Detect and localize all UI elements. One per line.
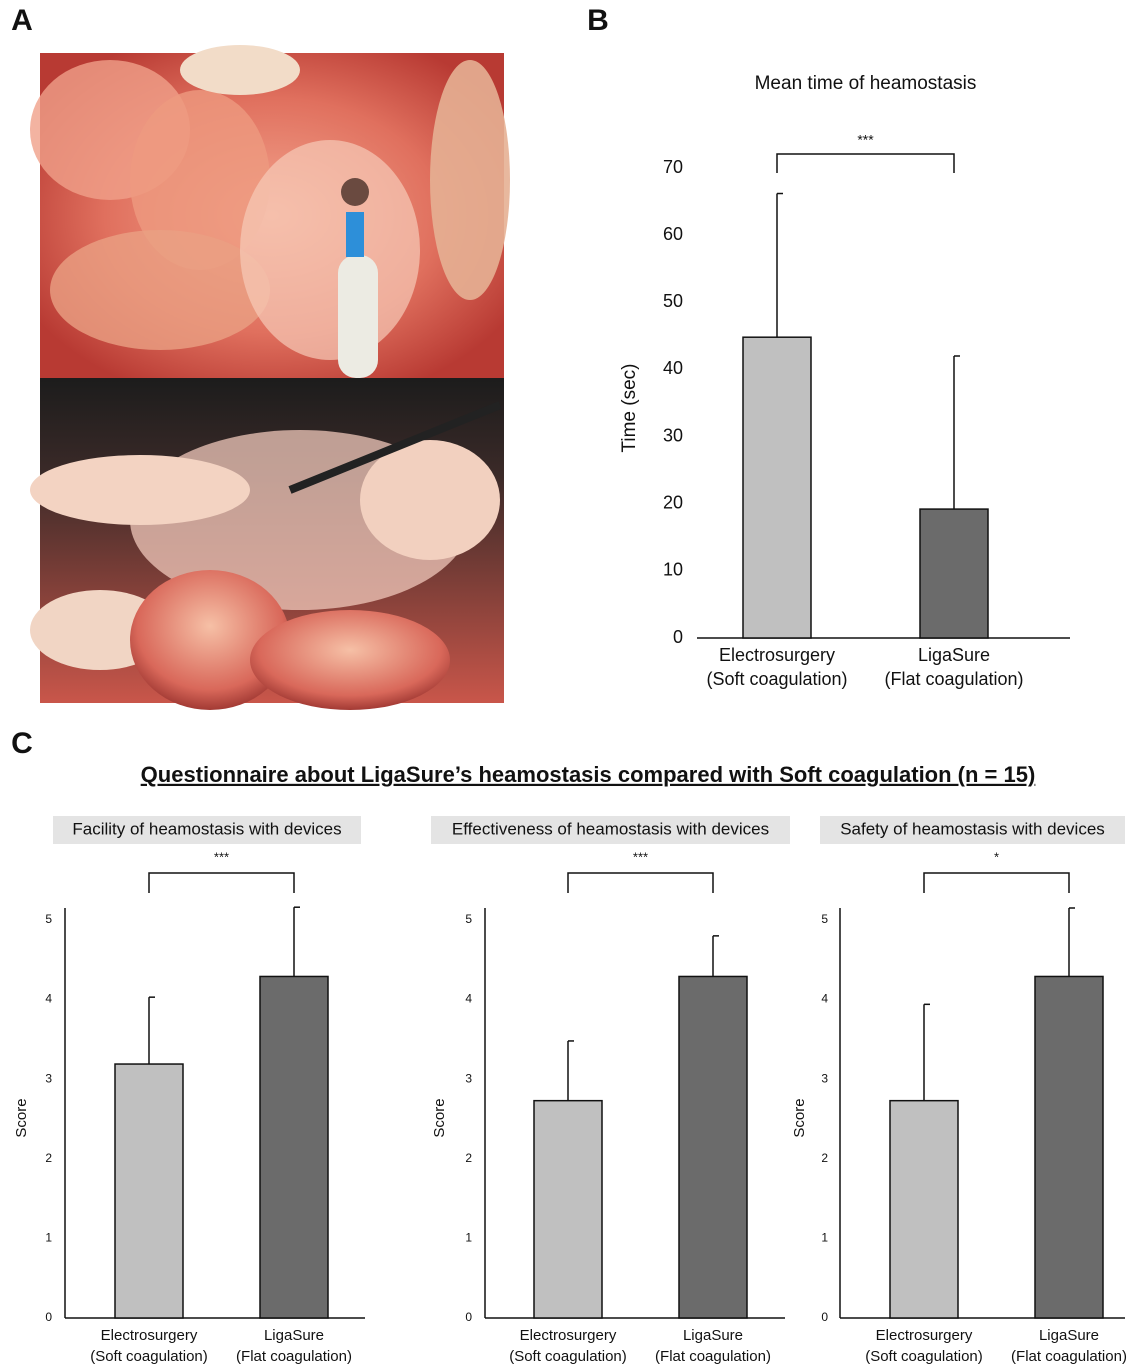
x-tick-label: Electrosurgery xyxy=(101,1327,198,1344)
y-axis-label: Score xyxy=(13,1098,30,1137)
y-tick-label: 0 xyxy=(465,1310,472,1324)
x-tick-label: LigaSure xyxy=(918,645,990,665)
x-tick-label: LigaSure xyxy=(1039,1327,1099,1344)
y-axis-label: Time (sec) xyxy=(619,363,640,452)
x-tick-label: Electrosurgery xyxy=(876,1327,973,1344)
y-axis-label: Score xyxy=(791,1098,808,1137)
significance-label: * xyxy=(994,849,999,864)
x-tick-label: LigaSure xyxy=(683,1327,743,1344)
y-tick-label: 4 xyxy=(465,992,472,1006)
y-tick-label: 4 xyxy=(821,992,828,1006)
bar xyxy=(534,1101,602,1318)
y-tick-label: 3 xyxy=(821,1071,828,1085)
bar xyxy=(679,976,747,1318)
y-tick-label: 3 xyxy=(465,1071,472,1085)
x-tick-label: (Soft coagulation) xyxy=(865,1348,983,1365)
significance-bracket xyxy=(149,873,294,893)
significance-bracket xyxy=(924,873,1069,893)
y-tick-label: 1 xyxy=(465,1231,472,1245)
x-tick-label: (Flat coagulation) xyxy=(1011,1348,1127,1365)
x-tick-label: Electrosurgery xyxy=(520,1327,617,1344)
y-tick-label: 20 xyxy=(663,492,683,512)
figure: A B C Questionnaire about LigaSure’s hea… xyxy=(0,0,1137,1366)
bar xyxy=(1035,976,1103,1318)
y-tick-label: 5 xyxy=(465,912,472,926)
x-tick-label: (Flat coagulation) xyxy=(884,669,1023,689)
bar xyxy=(743,337,811,638)
bar xyxy=(920,509,988,638)
x-tick-label: (Soft coagulation) xyxy=(509,1348,627,1365)
y-tick-label: 1 xyxy=(45,1231,52,1245)
chart-title: Facility of heamostasis with devices xyxy=(72,819,341,838)
bar xyxy=(115,1064,183,1318)
x-tick-label: (Soft coagulation) xyxy=(90,1348,208,1365)
y-tick-label: 2 xyxy=(821,1151,828,1165)
significance-label: *** xyxy=(857,132,874,148)
significance-label: *** xyxy=(633,849,648,864)
y-tick-label: 1 xyxy=(821,1231,828,1245)
bar xyxy=(890,1101,958,1318)
significance-label: *** xyxy=(214,849,229,864)
y-tick-label: 10 xyxy=(663,560,683,580)
y-tick-label: 2 xyxy=(45,1151,52,1165)
y-tick-label: 0 xyxy=(673,627,683,647)
y-tick-label: 30 xyxy=(663,425,683,445)
panel-label: B xyxy=(587,4,609,37)
y-tick-label: 3 xyxy=(45,1071,52,1085)
significance-bracket xyxy=(568,873,713,893)
y-tick-label: 50 xyxy=(663,291,683,311)
y-axis-label: Score xyxy=(431,1098,448,1137)
y-tick-label: 5 xyxy=(821,912,828,926)
y-tick-label: 60 xyxy=(663,224,683,244)
y-tick-label: 0 xyxy=(821,1310,828,1324)
chart-title: Mean time of heamostasis xyxy=(755,73,977,94)
x-tick-label: (Soft coagulation) xyxy=(706,669,847,689)
chart-title: Effectiveness of heamostasis with device… xyxy=(452,819,769,838)
surgical-photo-top xyxy=(30,45,510,378)
bar xyxy=(260,976,328,1318)
y-tick-label: 5 xyxy=(45,912,52,926)
y-tick-label: 70 xyxy=(663,157,683,177)
x-tick-label: Electrosurgery xyxy=(719,645,835,665)
significance-bracket xyxy=(777,154,954,173)
chart-title: Safety of heamostasis with devices xyxy=(840,819,1105,838)
x-tick-label: (Flat coagulation) xyxy=(655,1348,771,1365)
panel-label: A xyxy=(11,4,33,37)
y-tick-label: 0 xyxy=(45,1310,52,1324)
x-tick-label: (Flat coagulation) xyxy=(236,1348,352,1365)
x-tick-label: LigaSure xyxy=(264,1327,324,1344)
y-tick-label: 40 xyxy=(663,358,683,378)
surgical-photo-bottom xyxy=(30,378,504,710)
section-title: Questionnaire about LigaSure’s heamostas… xyxy=(141,762,1036,787)
panel-label: C xyxy=(11,727,33,760)
y-tick-label: 2 xyxy=(465,1151,472,1165)
y-tick-label: 4 xyxy=(45,992,52,1006)
